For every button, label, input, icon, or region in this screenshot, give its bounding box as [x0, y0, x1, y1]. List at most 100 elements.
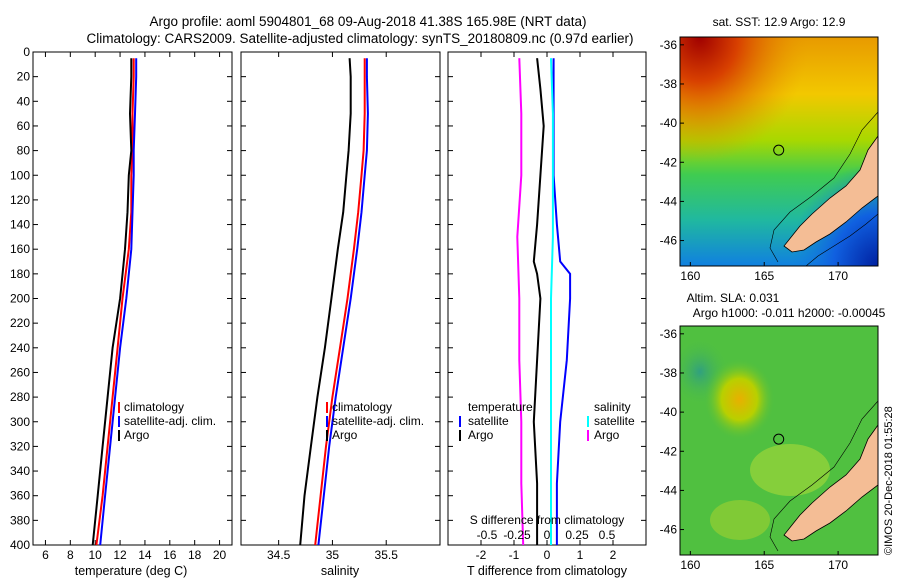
series-line-t-satellite: [552, 58, 572, 545]
sla-yellow-patch: [680, 326, 878, 555]
map-y-tick-label: -46: [660, 234, 678, 248]
y-tick-label: 280: [10, 390, 30, 404]
series-line-s-argo: [516, 58, 525, 546]
x-tick-label: 10: [89, 548, 103, 562]
map-y-tick-label: -36: [660, 327, 678, 341]
legend-label-s-satellite: satellite: [594, 414, 635, 428]
figure-title-line2: Climatology: CARS2009. Satellite-adjuste…: [86, 31, 633, 46]
map-y-tick-label: -44: [660, 483, 678, 497]
x-tick-label: 16: [163, 548, 177, 562]
series-line-satellite-adj-clim-: [99, 58, 138, 546]
sla-map-title: Altim. SLA: 0.031: [687, 291, 780, 305]
salinity-panel: 34.5 35 35.5 climatology satellite-adj. cl…: [240, 51, 441, 578]
x-tick-label: 20: [213, 548, 227, 562]
x-tick-label: 34.5: [267, 548, 291, 562]
salinity-diff-legend: salinity satellite Argo: [587, 400, 635, 442]
x-tick-label: 8: [67, 548, 74, 562]
x-tick-label: 12: [113, 548, 127, 562]
salinity-legend: climatology satellite-adj. clim. Argo: [326, 400, 424, 442]
y-tick-label: 40: [17, 94, 31, 108]
temperature-legend: climatology satellite-adj. clim. Argo: [118, 400, 216, 442]
series-line-argo: [91, 58, 133, 546]
s-diff-tick-label: 0.25: [565, 528, 589, 542]
y-tick-label: 300: [10, 415, 30, 429]
imos-watermark: ©IMOS 20-Dec-2018 01:55:28: [883, 406, 895, 555]
map-y-tick-label: -42: [660, 444, 678, 458]
sst-bathymetry-contour: [769, 111, 878, 263]
s-difference-xlabel: S difference from climatology: [470, 513, 625, 527]
sst-map: [680, 37, 878, 266]
legend-label-climatology: climatology: [124, 400, 184, 414]
sla-argo-marker: [773, 433, 785, 445]
legend-label-satellite-adj: satellite-adj. clim.: [332, 414, 424, 428]
map-x-tick-label: 170: [828, 558, 848, 572]
sst-map-title: sat. SST: 12.9 Argo: 12.9: [713, 15, 846, 29]
y-tick-label: 120: [10, 193, 30, 207]
map-x-tick-label: 165: [754, 269, 774, 283]
x-tick-label: 35.5: [375, 548, 399, 562]
sla-land-new-zealand: [783, 424, 878, 542]
x-tick-label: 14: [138, 548, 152, 562]
y-tick-label: 0: [23, 45, 30, 59]
y-tick-label: 360: [10, 489, 30, 503]
y-tick-label: 60: [17, 119, 31, 133]
series-line-satellite-adj-clim-: [317, 58, 369, 546]
temperature-xlabel: temperature (deg C): [75, 564, 188, 578]
temperature-panel: 0 20 40 60 80 100 120 140 160 180 200 220 240 260 280 3…: [10, 45, 233, 578]
temperature-diff-legend: temperature satellite Argo: [459, 400, 533, 442]
map-x-tick-label: 160: [680, 269, 700, 283]
legend-label-t-argo: Argo: [468, 428, 494, 442]
y-tick-label: 200: [10, 292, 30, 306]
y-tick-label: 220: [10, 316, 30, 330]
x-tick-label: -2: [476, 548, 487, 562]
y-tick-label: 20: [17, 70, 31, 84]
map-y-tick-label: -40: [660, 405, 678, 419]
legend-label-climatology: climatology: [332, 400, 392, 414]
sla-bathymetry-contour: [769, 400, 878, 552]
y-tick-label: 240: [10, 341, 30, 355]
y-tick-label: 340: [10, 464, 30, 478]
sst-argo-marker: [773, 144, 785, 156]
salinity-xlabel: salinity: [321, 564, 360, 578]
legend-label-argo: Argo: [332, 428, 358, 442]
x-tick-label: 18: [188, 548, 202, 562]
x-tick-label: 6: [42, 548, 49, 562]
legend-title-salinity: salinity: [594, 400, 631, 414]
s-diff-tick-label: 0.5: [599, 528, 616, 542]
y-tick-label: 100: [10, 168, 30, 182]
map-y-tick-label: -40: [660, 116, 678, 130]
sla-map-subtitle: Argo h1000: -0.011 h2000: -0.00045: [693, 306, 886, 320]
x-tick-label: 1: [577, 548, 584, 562]
map-y-tick-label: -36: [660, 38, 678, 52]
x-tick-label: 35: [326, 548, 340, 562]
series-line-s-satellite: [550, 58, 554, 545]
map-x-tick-label: 170: [828, 269, 848, 283]
sla-light-patch-2: [710, 500, 770, 540]
y-tick-label: 380: [10, 513, 30, 527]
map-x-tick-label: 165: [754, 558, 774, 572]
sst-bathymetry-contour-2: [805, 213, 878, 266]
y-tick-label: 80: [17, 144, 31, 158]
sla-light-patch: [750, 444, 830, 496]
series-line-argo: [299, 58, 352, 546]
t-difference-xlabel: T difference from climatology: [467, 564, 628, 578]
legend-label-argo: Argo: [124, 428, 150, 442]
map-y-tick-label: -38: [660, 77, 678, 91]
y-tick-label: 320: [10, 439, 30, 453]
map-y-tick-label: -42: [660, 155, 678, 169]
difference-panel: -2 -1 0 1 2 temperature satellite Argo salin…: [447, 51, 647, 578]
s-diff-tick-label: -0.5: [477, 528, 498, 542]
series-line-climatology: [314, 58, 366, 546]
legend-label-s-argo: Argo: [594, 428, 620, 442]
y-tick-label: 180: [10, 267, 30, 281]
series-line-t-argo: [532, 58, 545, 545]
s-diff-tick-label: -0.25: [503, 528, 531, 542]
y-tick-label: 260: [10, 365, 30, 379]
y-tick-label: 160: [10, 242, 30, 256]
map-x-tick-label: 160: [680, 558, 700, 572]
map-y-tick-label: -46: [660, 523, 678, 537]
x-tick-label: 0: [544, 548, 551, 562]
x-tick-label: -1: [509, 548, 520, 562]
y-tick-label: 400: [10, 538, 30, 552]
